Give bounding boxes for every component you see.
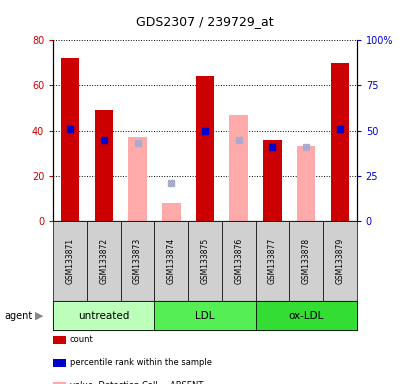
Text: GSM133871: GSM133871 [65, 238, 74, 284]
Text: agent: agent [4, 311, 32, 321]
Text: value, Detection Call = ABSENT: value, Detection Call = ABSENT [70, 381, 202, 384]
Bar [296, 146, 315, 221]
Text: ▶: ▶ [35, 311, 43, 321]
Text: GSM133873: GSM133873 [133, 238, 142, 284]
Bar [154, 221, 188, 301]
Bar [87, 221, 120, 301]
Bar [154, 301, 255, 330]
Text: GSM133876: GSM133876 [234, 238, 243, 284]
Bar [162, 203, 180, 221]
Text: GDS2307 / 239729_at: GDS2307 / 239729_at [136, 15, 273, 28]
Bar [94, 110, 113, 221]
Text: GSM133877: GSM133877 [267, 238, 276, 284]
Bar [188, 221, 221, 301]
Text: GSM133879: GSM133879 [335, 238, 344, 284]
Bar [255, 301, 356, 330]
Bar [255, 221, 289, 301]
Bar [229, 115, 247, 221]
Bar [120, 221, 154, 301]
Text: LDL: LDL [195, 311, 214, 321]
Text: untreated: untreated [78, 311, 129, 321]
Bar [53, 221, 87, 301]
Text: GSM133872: GSM133872 [99, 238, 108, 284]
Bar [61, 58, 79, 221]
Bar [221, 221, 255, 301]
Text: percentile rank within the sample: percentile rank within the sample [70, 358, 211, 367]
Bar [53, 301, 154, 330]
Bar [330, 63, 348, 221]
Bar [128, 137, 146, 221]
Bar [195, 76, 214, 221]
Text: GSM133874: GSM133874 [166, 238, 175, 284]
Text: GSM133878: GSM133878 [301, 238, 310, 284]
Text: count: count [70, 335, 93, 344]
Bar [289, 221, 322, 301]
Bar [322, 221, 356, 301]
Text: ox-LDL: ox-LDL [288, 311, 323, 321]
Bar [263, 140, 281, 221]
Text: GSM133875: GSM133875 [200, 238, 209, 284]
